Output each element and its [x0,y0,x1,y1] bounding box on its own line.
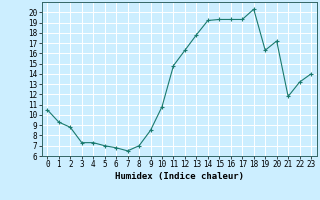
X-axis label: Humidex (Indice chaleur): Humidex (Indice chaleur) [115,172,244,181]
